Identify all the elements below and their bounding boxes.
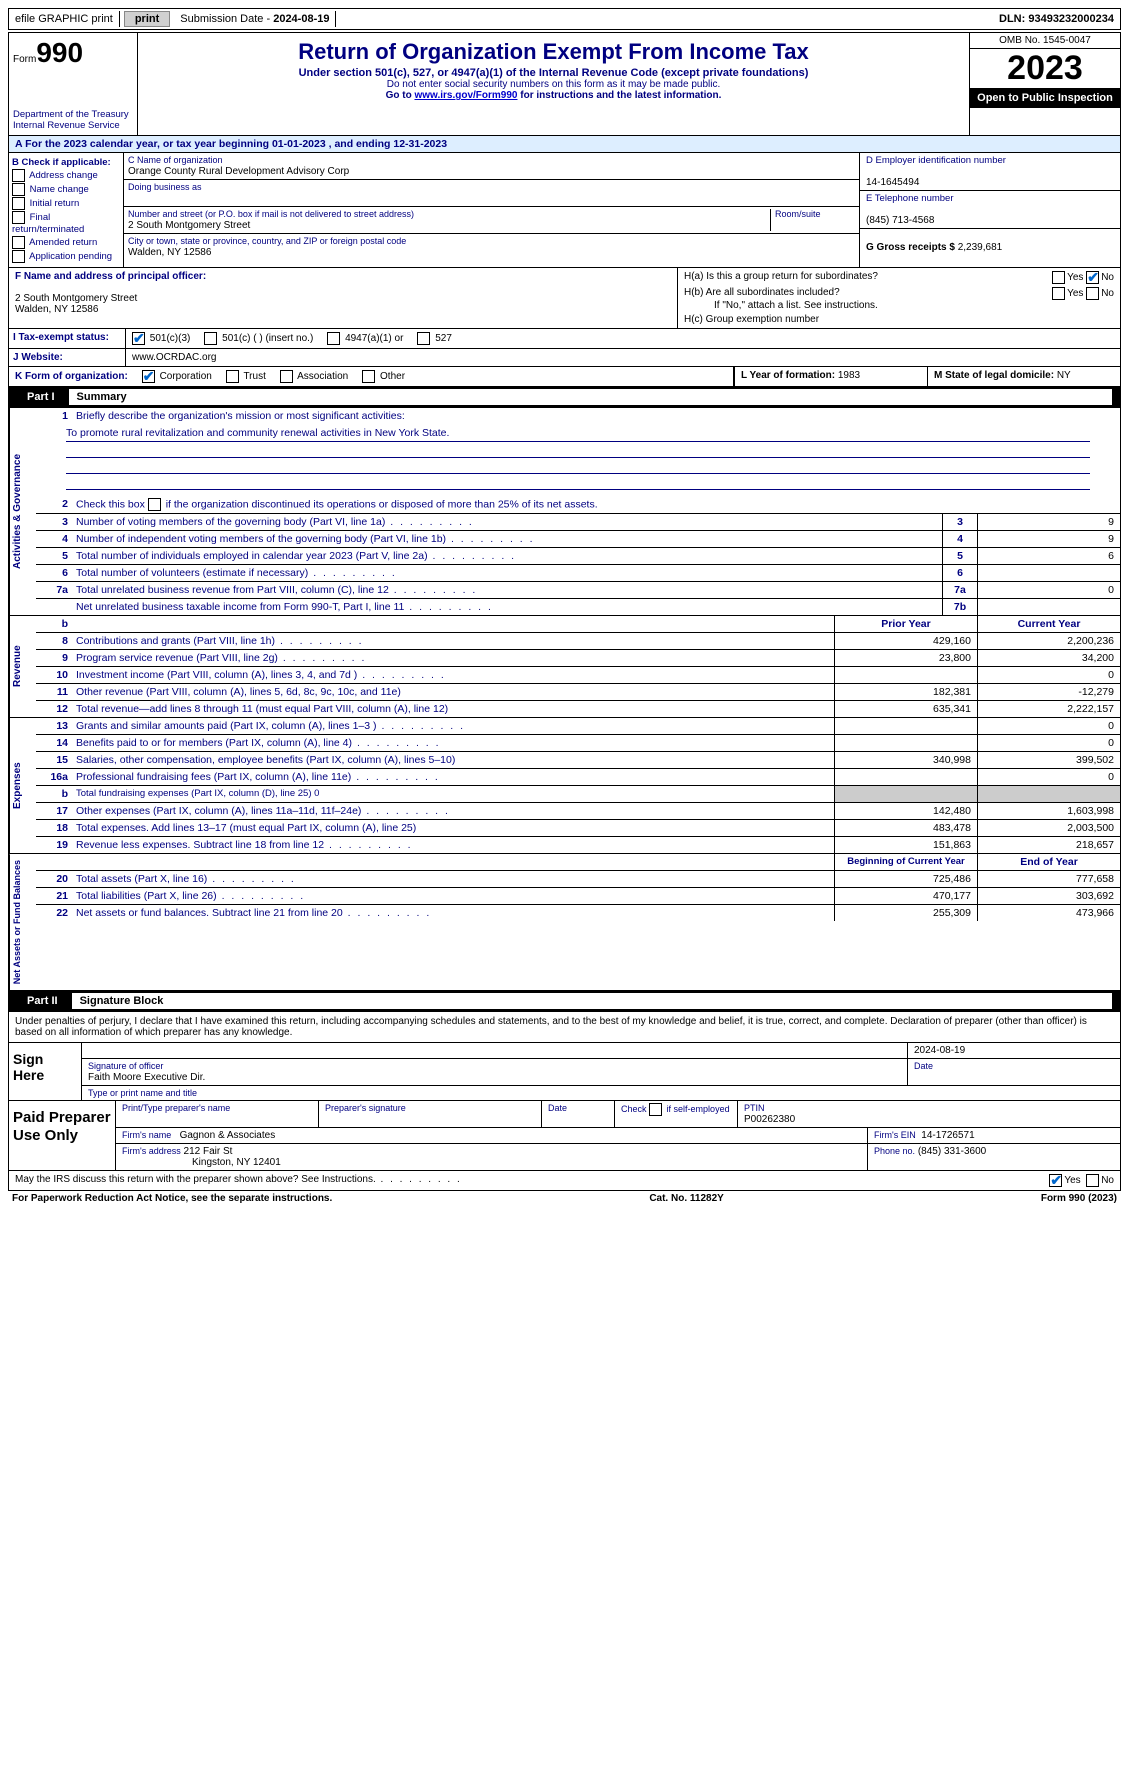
firm-phone: (845) 331-3600 (918, 1146, 986, 1157)
state-domicile: NY (1057, 370, 1071, 381)
ein: 14-1645494 (866, 177, 919, 188)
cb-ha-yes[interactable] (1052, 271, 1065, 284)
tax-period-row: A For the 2023 calendar year, or tax yea… (8, 136, 1121, 153)
omb-number: OMB No. 1545-0047 (970, 33, 1120, 49)
website-row: J Website: www.OCRDAC.org (8, 349, 1121, 367)
paid-preparer-block: Paid Preparer Use Only Print/Type prepar… (8, 1101, 1121, 1171)
part-2-header: Part II Signature Block (8, 991, 1121, 1012)
cb-discontinued[interactable] (148, 498, 161, 511)
page-footer: For Paperwork Reduction Act Notice, see … (8, 1191, 1121, 1206)
firm-name: Gagnon & Associates (180, 1130, 276, 1141)
cb-amended[interactable] (12, 236, 25, 249)
cb-initial-return[interactable] (12, 197, 25, 210)
penalties-text: Under penalties of perjury, I declare th… (8, 1012, 1121, 1043)
ptin: P00262380 (744, 1114, 795, 1125)
cb-501c3[interactable] (132, 332, 145, 345)
form-word: Form (13, 54, 36, 65)
cb-other[interactable] (362, 370, 375, 383)
cb-hb-yes[interactable] (1052, 287, 1065, 300)
form-header: Form990 Department of the TreasuryIntern… (8, 32, 1121, 136)
cb-4947[interactable] (327, 332, 340, 345)
boxes-f-h: F Name and address of principal officer:… (8, 268, 1121, 329)
sign-date: 2024-08-19 (908, 1043, 1120, 1058)
officer-addr2: Walden, NY 12586 (15, 304, 98, 315)
activities-governance-block: Activities & Governance 1 Briefly descri… (8, 408, 1121, 616)
efile-label: efile GRAPHIC print (9, 11, 120, 27)
open-to-public: Open to Public Inspection (970, 88, 1120, 108)
expenses-block: Expenses 13Grants and similar amounts pa… (8, 718, 1121, 854)
entity-section: B Check if applicable: Address change Na… (8, 153, 1121, 268)
gross-receipts: 2,239,681 (958, 242, 1003, 253)
cb-501c[interactable] (204, 332, 217, 345)
ssn-note: Do not enter social security numbers on … (142, 79, 965, 90)
discuss-row: May the IRS discuss this return with the… (8, 1171, 1121, 1191)
cb-trust[interactable] (226, 370, 239, 383)
cb-discuss-yes[interactable] (1049, 1174, 1062, 1187)
website-url: www.OCRDAC.org (132, 352, 216, 363)
irs-link[interactable]: www.irs.gov/Form990 (414, 90, 517, 101)
year-formation: 1983 (838, 370, 860, 381)
part-1-header: Part I Summary (8, 387, 1121, 408)
submission-date: Submission Date - 2024-08-19 (174, 11, 336, 27)
cb-corp[interactable] (142, 370, 155, 383)
mission-text: To promote rural revitalization and comm… (36, 424, 1120, 496)
firm-ein: 14-1726571 (921, 1130, 974, 1141)
cb-hb-no[interactable] (1086, 287, 1099, 300)
efile-topbar: efile GRAPHIC print print Submission Dat… (8, 8, 1121, 30)
cb-527[interactable] (417, 332, 430, 345)
cb-app-pending[interactable] (12, 250, 25, 263)
firm-addr2: Kingston, NY 12401 (192, 1157, 281, 1168)
box-b: B Check if applicable: Address change Na… (9, 153, 124, 267)
revenue-block: Revenue bPrior YearCurrent Year 8Contrib… (8, 616, 1121, 718)
form-subtitle: Under section 501(c), 527, or 4947(a)(1)… (142, 67, 965, 79)
form-title: Return of Organization Exempt From Incom… (142, 39, 965, 65)
cb-self-employed[interactable] (649, 1103, 662, 1116)
dln: DLN: 93493232000234 (993, 11, 1120, 27)
cb-name-change[interactable] (12, 183, 25, 196)
tax-year: 2023 (970, 49, 1120, 88)
instructions-link-line: Go to www.irs.gov/Form990 for instructio… (142, 90, 965, 101)
city-state-zip: Walden, NY 12586 (128, 247, 211, 258)
form-number: 990 (36, 37, 83, 68)
cb-assoc[interactable] (280, 370, 293, 383)
cb-address-change[interactable] (12, 169, 25, 182)
tax-exempt-status: I Tax-exempt status: 501(c)(3) 501(c) ( … (8, 329, 1121, 349)
telephone: (845) 713-4568 (866, 215, 934, 226)
cb-ha-no[interactable] (1086, 271, 1099, 284)
form-of-org-row: K Form of organization: Corporation Trus… (8, 367, 1121, 387)
cb-final-return[interactable] (12, 211, 25, 224)
org-name: Orange County Rural Development Advisory… (128, 166, 349, 177)
cb-discuss-no[interactable] (1086, 1174, 1099, 1187)
box-c: C Name of organization Orange County Rur… (124, 153, 860, 267)
box-d-e-g: D Employer identification number 14-1645… (860, 153, 1120, 267)
firm-addr1: 212 Fair St (184, 1146, 233, 1157)
net-assets-block: Net Assets or Fund Balances Beginning of… (8, 854, 1121, 991)
street-address: 2 South Montgomery Street (128, 220, 250, 231)
officer-addr1: 2 South Montgomery Street (15, 293, 137, 304)
print-button[interactable]: print (124, 11, 170, 27)
sign-here-block: Sign Here 2024-08-19 Signature of office… (8, 1043, 1121, 1101)
treasury-dept: Department of the TreasuryInternal Reven… (13, 109, 133, 131)
officer-name: Faith Moore Executive Dir. (88, 1072, 205, 1083)
